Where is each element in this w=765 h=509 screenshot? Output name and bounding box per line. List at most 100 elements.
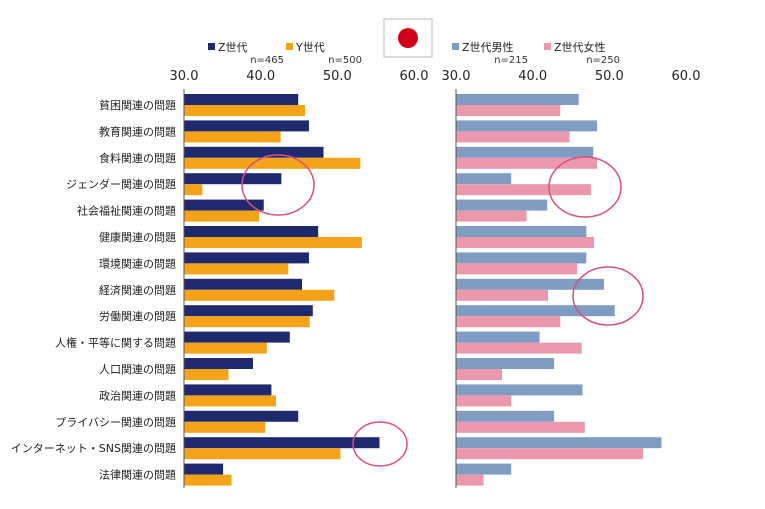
- bar: [456, 131, 570, 143]
- bar: [184, 474, 232, 486]
- bar: [184, 358, 253, 369]
- legend-label: Z世代男性: [462, 40, 514, 54]
- bar: [184, 131, 281, 143]
- bar: [184, 252, 309, 264]
- legend-n-label: n=250: [586, 55, 620, 66]
- bar: [456, 105, 561, 116]
- bar: [184, 237, 362, 248]
- legend-n-label: n=500: [328, 55, 362, 66]
- category-label: 政治関連の問題: [99, 388, 176, 402]
- legend-swatch: [208, 43, 215, 50]
- bar: [184, 437, 380, 449]
- bar: [184, 278, 303, 290]
- bar: [456, 448, 644, 460]
- category-label: 法律関連の問題: [99, 468, 176, 482]
- bar: [184, 157, 361, 169]
- bar: [456, 289, 548, 301]
- bar: [184, 342, 267, 354]
- bar: [456, 120, 598, 132]
- bar: [184, 395, 276, 407]
- x-tick-label: 30.0: [442, 69, 471, 84]
- bar: [456, 173, 512, 185]
- bar: [184, 331, 290, 343]
- x-tick-label: 40.0: [518, 69, 547, 84]
- bar: [184, 184, 203, 196]
- bar: [456, 237, 594, 248]
- highlight-circle: [352, 421, 408, 467]
- category-label: 教育関連の問題: [99, 124, 176, 138]
- legend-label: Z世代: [218, 41, 248, 54]
- highlight-circle: [572, 266, 644, 326]
- x-tick-label: 60.0: [400, 69, 429, 84]
- category-label: 食料関連の問題: [99, 151, 176, 165]
- bar: [456, 474, 484, 486]
- category-label: ジェンダー関連の問題: [66, 177, 176, 191]
- bar: [184, 410, 299, 422]
- category-label: 社会福祉関連の問題: [77, 204, 176, 218]
- bar: [184, 173, 282, 185]
- category-label: 労働関連の問題: [99, 309, 176, 323]
- category-label: プライバシー関連の問題: [55, 415, 176, 429]
- bar: [184, 369, 229, 380]
- legend-n-label: n=465: [250, 55, 284, 66]
- highlight-circle: [548, 156, 622, 218]
- bar: [456, 358, 555, 369]
- bar: [456, 210, 527, 222]
- bar: [456, 305, 615, 317]
- bar: [184, 226, 319, 237]
- bar: [456, 94, 579, 105]
- bar: [456, 437, 662, 449]
- bar: [184, 421, 266, 433]
- bar: [456, 226, 587, 237]
- legend-label: Y世代: [295, 41, 325, 54]
- bar: [456, 410, 555, 422]
- bar: [456, 384, 583, 396]
- bar: [184, 316, 310, 328]
- bar: [456, 369, 502, 380]
- category-label: 経済関連の問題: [99, 283, 176, 297]
- japan-flag-icon: [383, 18, 433, 58]
- bar: [184, 199, 264, 211]
- category-label: 人口関連の問題: [99, 362, 176, 376]
- bar: [456, 421, 585, 433]
- bar: [184, 463, 224, 475]
- x-tick-label: 30.0: [170, 69, 199, 84]
- legend-swatch: [452, 43, 459, 50]
- bar: [456, 331, 540, 343]
- bar: [456, 278, 604, 290]
- bar: [184, 120, 309, 132]
- category-label: 貧困関連の問題: [99, 98, 176, 112]
- bar: [456, 342, 582, 354]
- legend-n-label: n=215: [494, 55, 528, 66]
- legend-label: Z世代女性: [554, 40, 606, 54]
- bar: [184, 105, 306, 116]
- bar: [456, 199, 548, 211]
- bar: [184, 146, 324, 158]
- bar: [456, 146, 594, 158]
- bar: [456, 157, 598, 169]
- bar: [456, 184, 591, 196]
- bar: [184, 263, 289, 275]
- x-tick-label: 50.0: [323, 69, 352, 84]
- category-label: 健康関連の問題: [99, 230, 176, 244]
- bar: [184, 384, 272, 396]
- category-label: 人権・平等に関する問題: [55, 336, 176, 350]
- category-label: インターネット・SNS関連の問題: [11, 441, 176, 455]
- bar: [184, 305, 313, 317]
- bar: [456, 316, 561, 328]
- category-label: 環境関連の問題: [99, 256, 176, 270]
- bar: [184, 94, 299, 105]
- bar: [456, 252, 587, 264]
- bar: [184, 448, 341, 460]
- x-tick-label: 50.0: [595, 69, 624, 84]
- bar: [184, 210, 260, 222]
- bar: [184, 289, 335, 301]
- bar: [456, 463, 512, 475]
- bar: [456, 395, 512, 407]
- bar: [456, 263, 578, 275]
- highlight-circle: [241, 154, 315, 216]
- x-tick-label: 40.0: [246, 69, 275, 84]
- legend-swatch: [544, 43, 551, 50]
- x-tick-label: 60.0: [672, 69, 701, 84]
